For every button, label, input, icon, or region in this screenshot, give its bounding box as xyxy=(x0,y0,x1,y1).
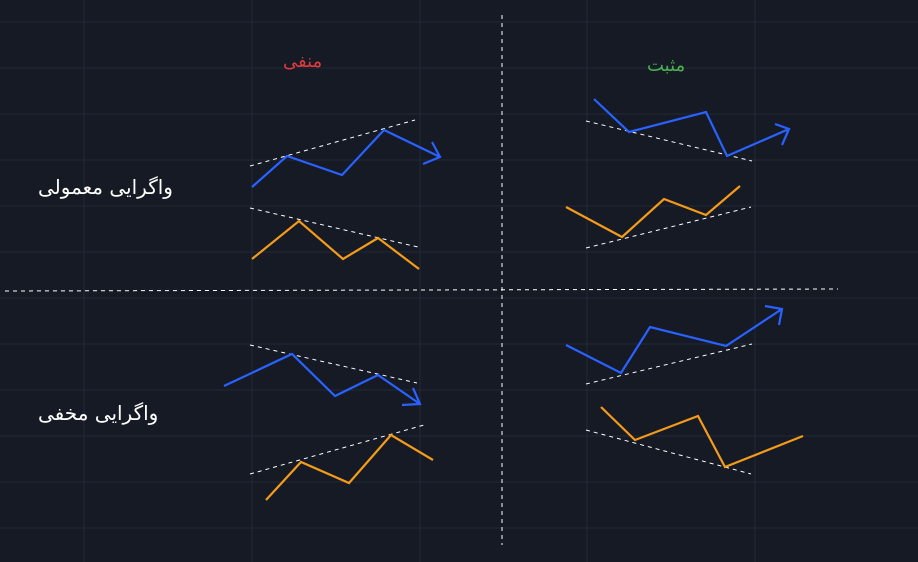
negative-regular-divergence xyxy=(249,119,442,270)
price-arrowhead xyxy=(401,387,422,407)
row-label-regular-divergence: واگرایی معمولی xyxy=(38,175,173,199)
price-arrowhead xyxy=(422,141,442,166)
indicator-trend-dashed xyxy=(585,206,752,249)
indicator-trend-dashed xyxy=(249,424,425,475)
price-trend-dashed xyxy=(585,343,753,385)
price-line xyxy=(565,308,783,375)
price-trend-dashed xyxy=(249,344,418,384)
price-line xyxy=(251,128,441,188)
horizontal-divider xyxy=(4,288,839,292)
price-line xyxy=(223,352,421,405)
positive-regular-divergence xyxy=(565,98,791,249)
positive-hidden-divergence xyxy=(565,304,804,475)
indicator-line xyxy=(265,433,434,501)
indicator-line xyxy=(251,219,420,270)
price-line xyxy=(593,98,790,158)
price-arrowhead xyxy=(764,304,784,326)
negative-hidden-divergence xyxy=(223,344,434,501)
column-label-positive: مثبت xyxy=(647,55,686,76)
price-arrowhead xyxy=(774,122,791,146)
column-label-negative: منفی xyxy=(283,51,323,72)
quadrant-dividers xyxy=(4,15,839,545)
row-label-hidden-divergence: واگرایی مخفی xyxy=(38,401,159,425)
indicator-line xyxy=(600,406,804,469)
indicator-line xyxy=(565,185,741,239)
price-trend-dashed xyxy=(249,119,416,167)
